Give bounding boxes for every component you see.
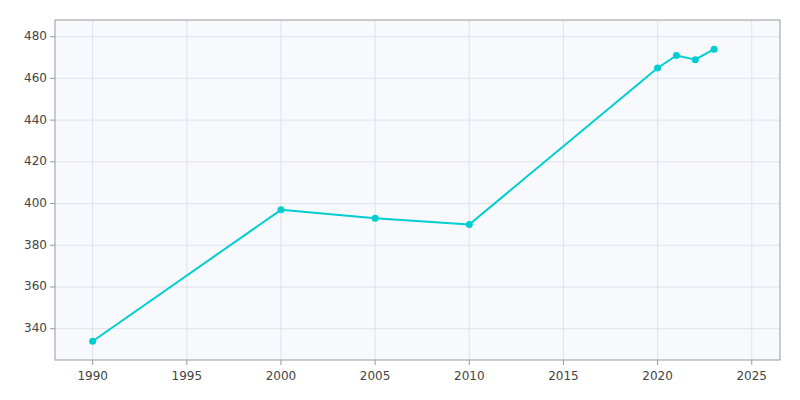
grid-line-x [751,20,752,360]
tick-x [375,360,376,365]
tick-y [50,245,55,246]
grid-line-x [469,20,470,360]
grid-line-y [55,161,780,162]
point [277,206,284,213]
tick-x [563,360,564,365]
series [89,46,717,345]
grid-line-x [280,20,281,360]
tick-y [50,328,55,329]
tick-label-y: 440 [24,113,47,127]
tick-label-y: 340 [24,321,47,335]
point [466,221,473,228]
tick-label-y: 480 [24,29,47,43]
ticks: 340 360 380 400 420 440 460 480 1990 1995 2000 2005… [24,29,767,383]
grid-line-y [55,36,780,37]
tick-y [50,286,55,287]
chart: 340 360 380 400 420 440 460 480 1990 1995 2000 2005… [0,0,800,400]
point [692,56,699,63]
grid-line-y [55,286,780,287]
tick-y [50,120,55,121]
tick-label-x: 2005 [360,369,391,383]
tick-x [92,360,93,365]
line [93,49,714,341]
point [89,338,96,345]
tick-y [50,36,55,37]
grid-line-y [55,120,780,121]
tick-label-x: 1990 [77,369,108,383]
grid-line-y [55,328,780,329]
tick-x [280,360,281,365]
grid-line-x [186,20,187,360]
grid-line-x [92,20,93,360]
tick-label-x: 2000 [266,369,297,383]
tick-label-y: 380 [24,238,47,252]
tick-label-y: 400 [24,196,47,210]
tick-label-y: 360 [24,279,47,293]
grid-line-y [55,203,780,204]
grid-line-x [563,20,564,360]
tick-label-x: 1995 [172,369,203,383]
plot-frame [55,20,780,360]
tick-y [50,161,55,162]
tick-label-y: 420 [24,154,47,168]
plot-area [55,20,780,360]
grid-line-x [375,20,376,360]
point [711,46,718,53]
tick-x [469,360,470,365]
tick-label-x: 2020 [642,369,673,383]
tick-label-x: 2015 [548,369,579,383]
grid-line-y [55,245,780,246]
tick-y [50,78,55,79]
tick-x [751,360,752,365]
point [372,215,379,222]
tick-label-x: 2010 [454,369,485,383]
tick-x [186,360,187,365]
tick-label-x: 2025 [736,369,767,383]
tick-label-y: 460 [24,71,47,85]
tick-x [657,360,658,365]
point [654,64,661,71]
grid [55,20,780,360]
tick-y [50,203,55,204]
point [673,52,680,59]
grid-line-y [55,78,780,79]
